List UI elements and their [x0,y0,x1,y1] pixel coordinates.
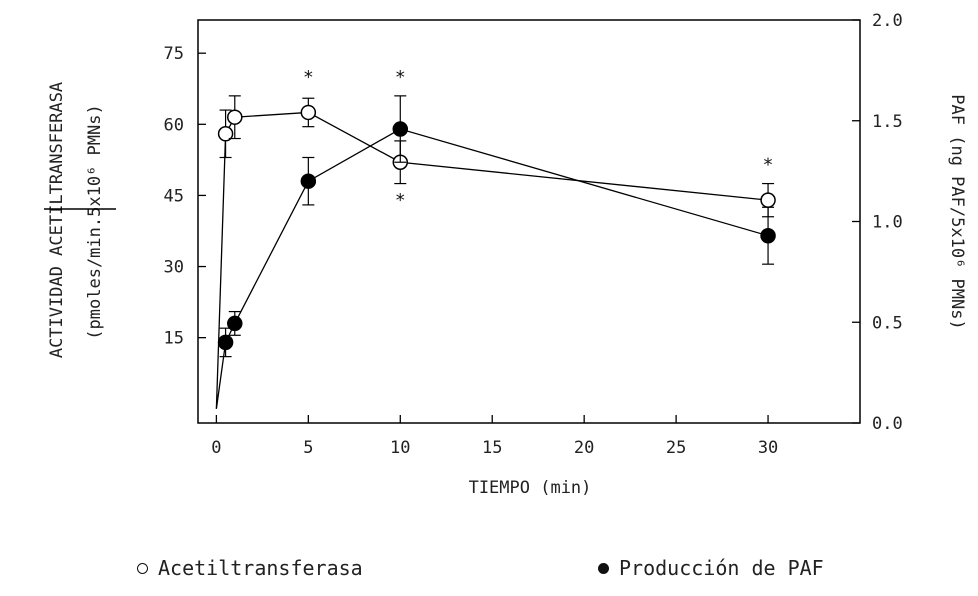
significance-star: * [396,67,405,88]
data-point [217,334,234,351]
series-line [215,128,769,409]
series-line [215,111,769,409]
x-tick-label: 5 [303,438,313,458]
x-tick-label: 25 [666,438,686,458]
y-left-tick-label: 15 [164,329,184,349]
series-produccion-paf [215,95,776,409]
series-layer [215,95,776,409]
y-right-tick-label: 0.5 [872,313,903,333]
plot-frame [197,19,861,424]
data-point [760,227,776,244]
legend-item-produccion-paf: Producción de PAF [598,556,824,580]
y-left-tick-label: 75 [164,44,184,64]
open-circle-icon [137,562,148,574]
x-tick-label: 20 [574,438,594,458]
significance-star: * [396,190,405,211]
significance-star: * [304,67,313,88]
x-tick-label: 0 [211,438,221,458]
data-point [760,192,776,208]
x-axis: 0 5 10 15 20 25 30 [211,415,778,458]
y-axis-left-title-line1: ACTIVIDAD ACETILTRANSFERASA [47,82,67,358]
y-left-tick-label: 45 [164,186,184,206]
series-acetiltransferasa [215,95,776,409]
y-right-tick-label: 1.5 [872,112,903,132]
y-right-tick-label: 2.0 [872,11,903,31]
annotations-layer: * * * * [304,67,773,211]
y-axis-left-title-line2: (pmoles/min.5x10⁶ PMNs) [85,104,105,339]
y-left-tick-label: 30 [164,258,184,278]
significance-star: * [764,155,773,176]
y-left-tick-label: 60 [164,115,184,135]
x-tick-label: 30 [758,438,778,458]
y-axis-right: 0.0 0.5 1.0 1.5 2.0 [852,11,903,434]
data-point [300,104,317,121]
data-point [227,315,243,332]
legend-label-acetiltransferasa: Acetiltransferasa [158,556,363,580]
data-point [227,109,243,125]
x-tick-label: 15 [482,438,502,458]
legend-label-produccion-paf: Producción de PAF [619,556,824,580]
y-axis-right-title: PAF (ng PAF/5x10⁶ PMNs) [947,94,967,329]
y-axis-left: 15 30 45 60 75 [164,44,206,349]
filled-circle-icon [598,562,609,574]
y-right-tick-label: 0.0 [872,414,903,434]
data-point [300,173,317,189]
data-point [217,126,234,142]
data-point [392,121,409,137]
plot-border [197,19,861,424]
legend-item-acetiltransferasa: Acetiltransferasa [137,556,363,580]
x-axis-title: TIEMPO (min) [469,478,592,498]
y-right-tick-label: 1.0 [872,213,903,233]
x-tick-label: 10 [390,438,410,458]
